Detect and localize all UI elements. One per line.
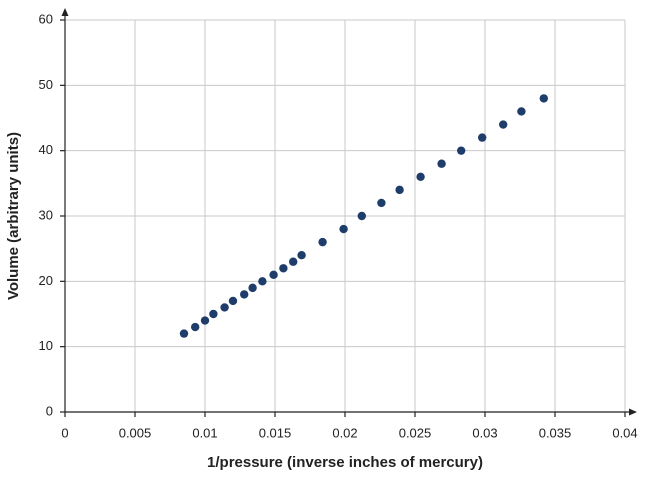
point xyxy=(499,120,508,129)
point xyxy=(457,146,466,155)
point xyxy=(228,296,238,306)
point xyxy=(297,251,306,260)
x-tick-label: 0.03 xyxy=(472,425,497,440)
point xyxy=(258,277,267,286)
y-axis-arrow xyxy=(61,8,69,16)
y-axis-title: Volume (arbitrary units) xyxy=(5,132,22,300)
point xyxy=(395,185,404,195)
y-tick-label: 30 xyxy=(39,207,53,222)
y-tick-label: 60 xyxy=(39,11,53,26)
y-tick-label: 20 xyxy=(39,273,53,288)
point xyxy=(279,264,288,273)
point xyxy=(289,257,298,266)
y-tick-label: 0 xyxy=(46,403,53,418)
point xyxy=(248,283,257,293)
x-tick-label: 0.025 xyxy=(399,425,432,440)
x-axis-arrow xyxy=(629,408,637,416)
point xyxy=(517,107,526,116)
point xyxy=(200,316,210,325)
point xyxy=(269,270,278,279)
x-tick-label: 0 xyxy=(61,425,68,440)
x-tick-label: 0.005 xyxy=(119,425,152,440)
point xyxy=(377,198,386,208)
y-tick-label: 40 xyxy=(39,142,53,157)
point xyxy=(220,303,229,312)
point xyxy=(179,329,189,338)
point xyxy=(209,309,218,319)
point xyxy=(240,290,249,299)
x-tick-label: 0.015 xyxy=(259,425,292,440)
y-tick-label: 50 xyxy=(39,77,53,92)
point xyxy=(539,94,548,103)
y-tick-label: 10 xyxy=(39,338,53,353)
point xyxy=(357,211,366,221)
x-tick-label: 0.01 xyxy=(192,425,217,440)
x-axis-title: 1/pressure (inverse inches of mercury) xyxy=(207,454,483,471)
point xyxy=(437,159,446,168)
point xyxy=(478,133,487,142)
point xyxy=(318,237,327,247)
point xyxy=(416,172,425,181)
x-tick-label: 0.04 xyxy=(612,425,637,440)
x-tick-label: 0.02 xyxy=(332,425,357,440)
point xyxy=(191,322,200,332)
point xyxy=(339,224,348,234)
x-tick-label: 0.035 xyxy=(539,425,572,440)
